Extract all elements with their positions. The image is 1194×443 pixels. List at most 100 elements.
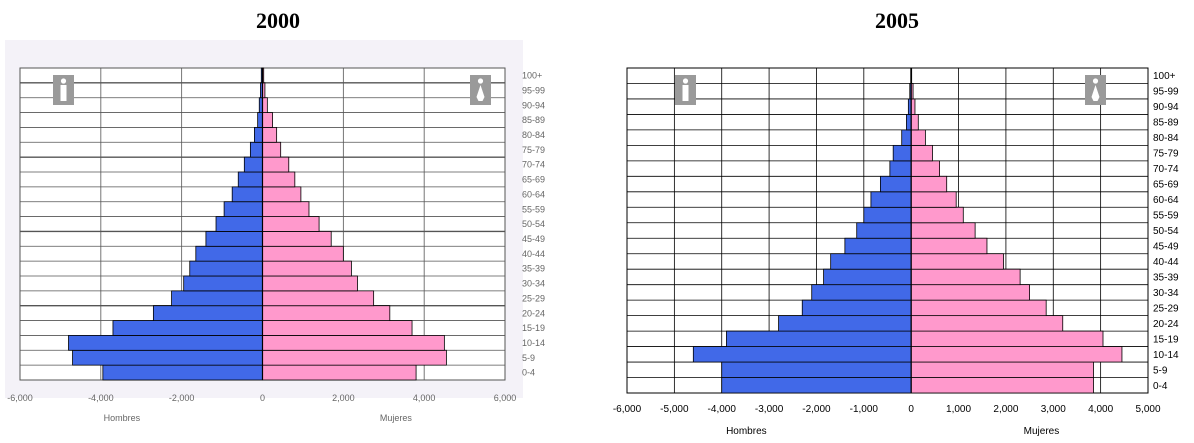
bar-male-45-49 [205,231,263,247]
bar-male-50-54 [856,222,912,239]
category-label: 85-89 [522,115,545,125]
female-icon-body [1091,85,1100,101]
bar-male-35-39 [189,260,263,277]
bar-male-65-69 [879,175,912,193]
category-label: 100+ [522,71,542,81]
chart-title-2000: 2000 [256,8,300,33]
x-tick-label: 3,000 [1041,404,1066,415]
x-tick-label: 2,000 [993,404,1018,415]
x-tick-label: 4,000 [413,393,436,403]
bar-female-50-54 [262,216,320,232]
bar-female-55-59 [262,201,310,217]
category-label: 45-49 [522,234,545,244]
bar-male-60-64 [870,191,912,208]
bar-female-20-24 [910,315,1064,332]
x-tick-label: 2,000 [332,393,355,403]
category-label: 45-49 [1153,241,1179,252]
bar-male-55-59 [223,201,263,217]
female-icon [1085,75,1106,105]
bar-female-35-39 [262,260,352,277]
x-tick-label: -3,000 [755,404,784,415]
category-label: 25-29 [1153,303,1179,314]
category-label: 30-34 [1153,288,1179,299]
category-label: 80-84 [522,130,545,140]
x-tick-label: 0 [260,393,265,403]
bar-male-45-49 [844,237,912,255]
bar-male-70-74 [889,160,912,177]
bar-male-75-79 [892,144,912,162]
bar-male-5-9 [721,361,912,378]
category-label: 100+ [1153,71,1176,82]
category-label: 90-94 [1153,102,1179,113]
bar-male-60-64 [231,186,263,203]
bar-male-25-29 [801,299,912,317]
bar-male-40-44 [195,245,263,262]
category-label: 50-54 [522,219,545,229]
bar-female-60-64 [262,186,302,203]
bar-female-90-94 [262,97,268,113]
x-tick-label: -6,000 [613,404,642,415]
x-tick-label: -6,000 [7,393,33,403]
bar-male-40-44 [830,253,912,270]
bar-female-15-19 [262,320,413,336]
bar-female-75-79 [262,141,282,158]
pyramid-2000: 0-4 5-9 10-14 15-19 20-24 25-29 30-34 35-39 40-4… [5,40,545,423]
category-label: 25-29 [522,293,545,303]
category-label: 55-59 [522,204,545,214]
bar-female-30-34 [262,275,358,292]
category-label: 40-44 [522,249,545,259]
bar-male-20-24 [152,305,263,321]
category-label: 20-24 [522,308,545,318]
bar-female-30-34 [910,284,1030,301]
bar-male-85-89 [906,114,912,131]
x-tick-label: 4,000 [1088,404,1113,415]
bar-female-85-89 [262,112,274,128]
bar-female-65-69 [910,175,948,193]
bar-male-25-29 [171,290,263,307]
x-tick-label: -1,000 [850,404,879,415]
bar-male-80-84 [254,127,263,143]
bar-female-50-54 [910,222,976,239]
bar-male-55-59 [863,206,912,224]
bar-female-80-84 [910,129,926,146]
category-label: 60-64 [1153,195,1179,206]
bar-male-20-24 [778,315,912,332]
pyramid-2005: 0-4 5-9 10-14 15-19 20-24 25-29 30-34 35-39 40-4… [613,67,1179,437]
bar-female-10-14 [910,346,1123,363]
bar-female-40-44 [262,245,344,262]
x-tick-label: 6,000 [494,393,517,403]
bar-female-35-39 [910,268,1021,286]
male-icon-head [60,78,67,84]
label-hombres: Hombres [104,413,141,423]
x-tick-label: -2,000 [169,393,195,403]
bar-female-40-44 [910,253,1004,270]
bar-female-70-74 [262,156,290,173]
category-label: 30-34 [522,279,545,289]
bar-male-10-14 [68,335,263,351]
bar-male-5-9 [72,349,263,366]
label-mujeres: Mujeres [1024,426,1060,437]
bar-female-15-19 [910,330,1104,347]
female-icon-head [1092,78,1099,84]
male-icon-head [682,78,689,84]
bar-female-25-29 [910,299,1047,317]
bar-female-5-9 [262,349,447,366]
bar-female-10-14 [262,335,445,351]
bar-male-30-34 [183,275,263,292]
bar-female-70-74 [910,160,941,177]
bar-female-45-49 [910,237,988,255]
bar-female-55-59 [910,206,964,224]
category-label: 80-84 [1153,133,1179,144]
category-label: 10-14 [522,338,545,348]
bar-female-5-9 [910,361,1094,378]
x-tick-label: 0 [908,404,914,415]
category-label: 20-24 [1153,319,1179,330]
category-label: 5-9 [1153,365,1168,376]
bar-male-65-69 [237,171,263,188]
category-label: 15-19 [522,323,545,333]
x-tick-label: -5,000 [660,404,689,415]
category-label: 40-44 [1153,257,1179,268]
category-label: 70-74 [522,160,545,170]
male-icon [675,75,696,105]
bar-female-45-49 [262,231,332,247]
